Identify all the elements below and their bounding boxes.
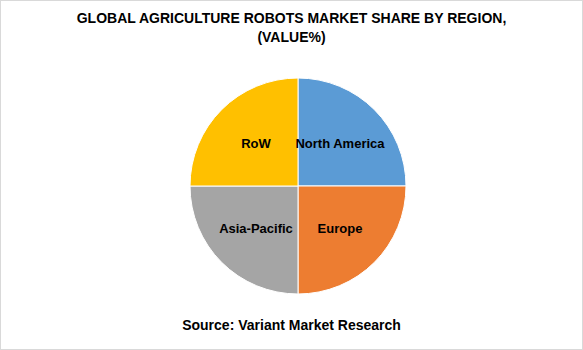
html-text:GLOBAL AGRICULTURE ROBOTS MARK: GLOBAL AGRICULTURE ROBOTS MARKET SHARE B… (76, 10, 507, 45)
html-text:Source: Variant Market Researc: Source: Variant Market Research (182, 317, 401, 333)
svg-text:Asia-Pacific: Asia-Pacific (219, 221, 293, 236)
svg-text:Europe: Europe (318, 221, 363, 236)
svg-text:North America: North America (295, 136, 385, 151)
svg-text:RoW: RoW (241, 136, 271, 151)
